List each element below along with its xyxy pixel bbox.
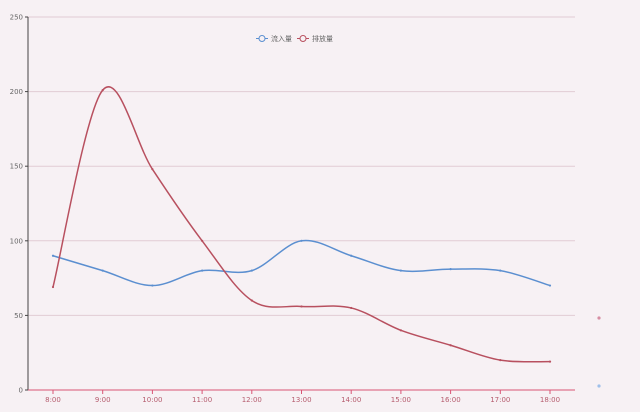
data-point-series-1-8[interactable] <box>449 344 452 347</box>
data-point-series-1-0[interactable] <box>51 285 55 289</box>
data-point-series-0-6[interactable] <box>350 254 353 257</box>
data-point-series-0-7[interactable] <box>399 269 402 272</box>
x-tick-label: 10:00 <box>142 396 162 404</box>
data-point-series-1-3[interactable] <box>201 239 204 242</box>
legend[interactable]: 流入量 排放量 <box>256 34 333 43</box>
x-tick-label: 16:00 <box>441 396 461 404</box>
x-tick-label: 13:00 <box>291 396 311 404</box>
data-point-series-1-4[interactable] <box>250 299 253 302</box>
data-point-series-0-3[interactable] <box>201 269 204 272</box>
series-line-1[interactable] <box>52 86 551 363</box>
y-tick-label: 50 <box>14 312 23 320</box>
legend-item-1[interactable]: 排放量 <box>297 34 333 43</box>
data-point-series-0-4[interactable] <box>250 269 253 272</box>
legend-item-0[interactable]: 流入量 <box>256 34 292 43</box>
data-point-series-0-10[interactable] <box>548 284 552 287</box>
legend-circle-icon <box>258 35 266 42</box>
data-point-series-0-9[interactable] <box>499 269 502 272</box>
series-line-0[interactable] <box>52 239 551 287</box>
y-tick-label: 100 <box>10 237 23 245</box>
y-tick-label: 200 <box>10 88 23 96</box>
y-tick-label: 0 <box>19 387 23 395</box>
legend-label: 排放量 <box>312 34 333 43</box>
grid-layer <box>28 16 575 316</box>
data-point-series-1-1[interactable] <box>101 89 104 92</box>
axes-layer <box>25 16 575 394</box>
data-point-series-0-8[interactable] <box>449 268 452 271</box>
legend-circle-icon <box>299 35 307 42</box>
data-point-series-1-6[interactable] <box>350 306 353 310</box>
data-point-series-0-1[interactable] <box>101 269 104 272</box>
legend-label: 流入量 <box>271 34 292 43</box>
data-point-series-1-2[interactable] <box>151 168 154 171</box>
x-tick-label: 12:00 <box>242 396 262 404</box>
side-markers <box>597 316 601 388</box>
x-tick-label: 14:00 <box>341 396 361 404</box>
data-point-series-0-0[interactable] <box>51 254 55 257</box>
x-tick-label: 9:00 <box>95 396 111 404</box>
data-point-series-1-9[interactable] <box>499 359 502 362</box>
y-tick-label: 250 <box>10 14 23 22</box>
x-tick-label: 17:00 <box>490 396 510 404</box>
data-point-series-1-10[interactable] <box>548 360 552 363</box>
data-point-series-1-5[interactable] <box>300 305 303 308</box>
series-layer <box>51 86 552 363</box>
x-tick-label: 11:00 <box>192 396 212 404</box>
x-tick-label: 15:00 <box>391 396 411 404</box>
data-point-series-0-2[interactable] <box>151 284 154 287</box>
side-marker-bottom <box>597 384 601 388</box>
x-tick-label: 18:00 <box>540 396 560 404</box>
data-point-series-0-5[interactable] <box>300 239 303 242</box>
x-tick-label: 8:00 <box>45 396 61 404</box>
data-point-series-1-7[interactable] <box>399 329 402 332</box>
side-marker-top <box>597 316 601 320</box>
y-tick-label: 150 <box>10 163 23 171</box>
labels-layer: 0 50 100 150 200 250 8:00 9:00 10:00 11:00 12:00 13… <box>10 14 560 405</box>
